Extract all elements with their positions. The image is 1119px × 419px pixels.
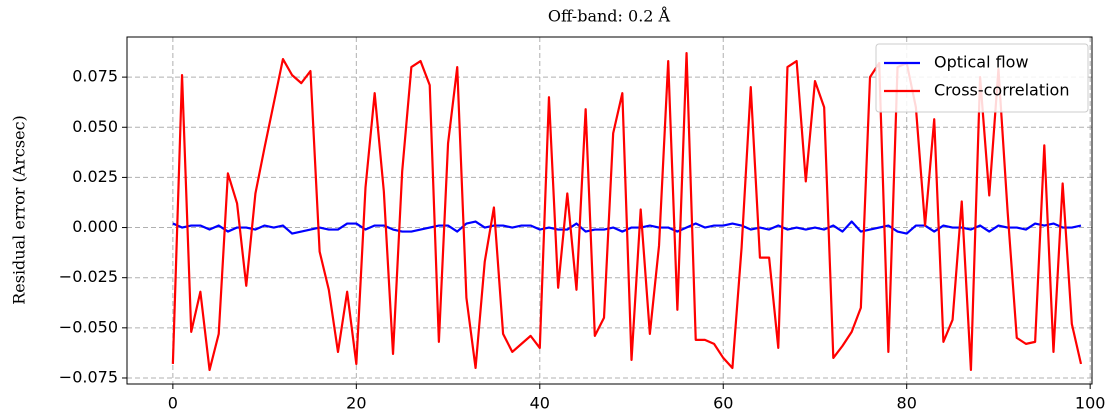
x-tick-label: 0	[168, 394, 178, 413]
chart-title: Off-band: 0.2 Å	[548, 6, 671, 26]
legend-box	[875, 43, 1089, 113]
y-tick-label: 0.025	[72, 167, 118, 186]
y-tick-label: 0.075	[72, 67, 118, 86]
y-axis-label: Residual error (Arcsec)	[10, 115, 29, 305]
y-tick-label: −0.050	[59, 317, 118, 336]
x-tick-label: 40	[530, 394, 550, 413]
y-tick-label: 0.050	[72, 117, 118, 136]
legend-label: Optical flow	[934, 53, 1029, 72]
y-tick-label: −0.075	[59, 367, 118, 386]
series-line	[171, 51, 1083, 372]
x-tick-label: 60	[713, 394, 733, 413]
legend-label: Cross-correlation	[934, 81, 1069, 100]
plot-frame	[126, 36, 1093, 385]
x-tick-label: 20	[346, 394, 366, 413]
y-tick-label: 0.000	[72, 217, 118, 236]
x-tick-label: 80	[897, 394, 917, 413]
y-tick-label: −0.025	[59, 267, 118, 286]
legend: Optical flow Cross-correlation	[875, 43, 1089, 113]
x-tick-label: 100	[1075, 394, 1106, 413]
